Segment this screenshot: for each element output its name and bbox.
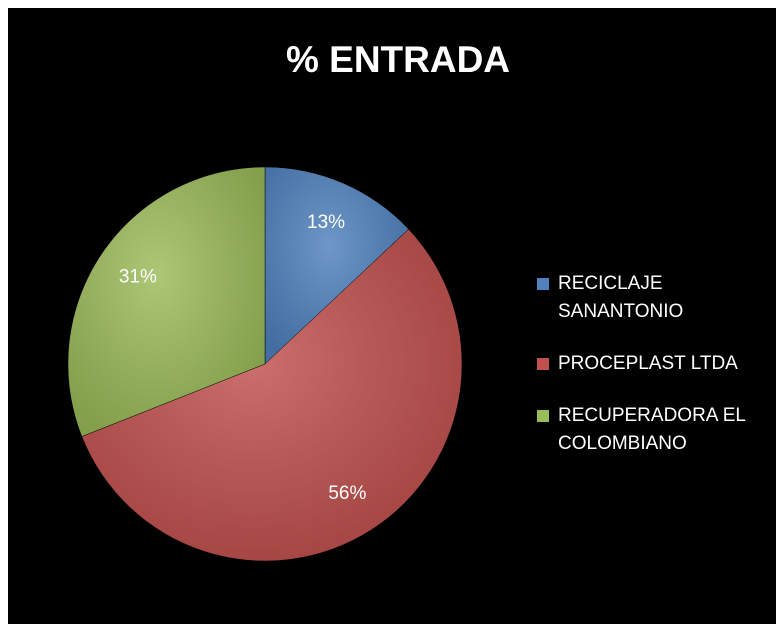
legend-label: RECICLAJE SANANTONIO (558, 273, 683, 322)
legend: RECICLAJE SANANTONIO PROCEPLAST LTDA RECUPE… (537, 273, 746, 454)
slice-shade (265, 167, 409, 364)
pie: 13% 56% 31% (67, 166, 463, 562)
slice-shade (68, 167, 266, 437)
data-label: 56% (328, 483, 366, 504)
legend-marker (537, 410, 549, 422)
data-label: 13% (307, 212, 345, 233)
legend-marker (537, 278, 549, 290)
legend-label: PROCEPLAST LTDA (558, 353, 738, 374)
chart-title: % ENTRADA (286, 39, 510, 80)
legend-marker (537, 358, 549, 370)
slice-shade (81, 229, 462, 561)
legend-label: RECUPERADORA EL COLOMBIANO (558, 405, 746, 454)
data-label: 31% (119, 267, 157, 288)
